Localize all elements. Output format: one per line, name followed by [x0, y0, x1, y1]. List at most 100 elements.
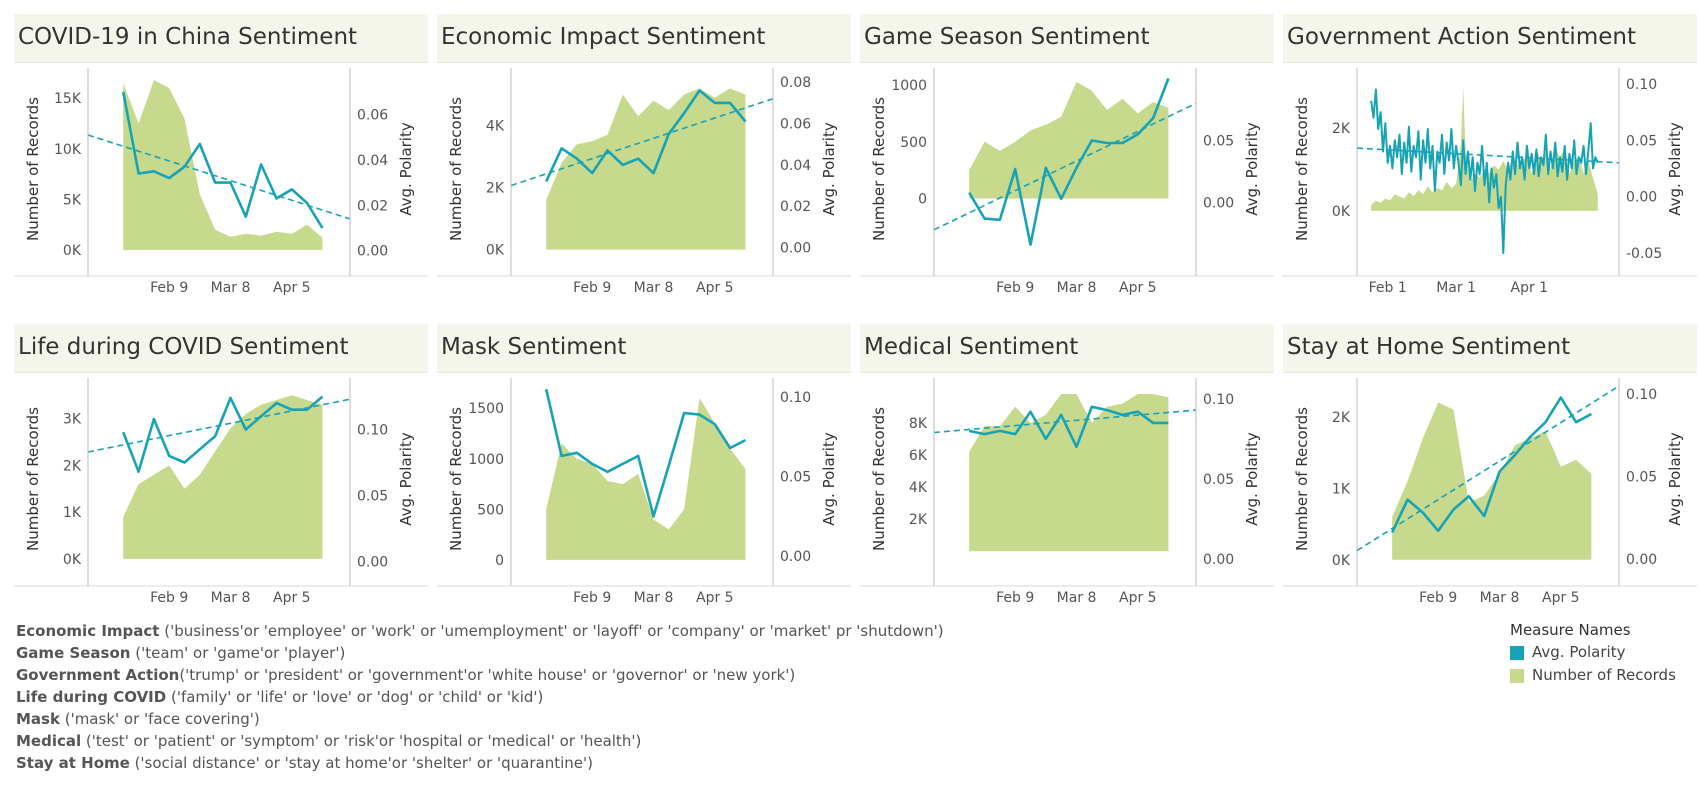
polarity-line: [1391, 396, 1593, 534]
y-tick-label: 500: [477, 502, 504, 518]
definition-terms: ('trump' or 'president' or 'government'o…: [179, 666, 796, 684]
y2-tick-label: 0.08: [780, 75, 811, 91]
definition-game-season: Game Season ('team' or 'game'or 'player'…: [16, 642, 1116, 664]
chart-title-bar: Stay at Home Sentiment: [1283, 324, 1697, 373]
definition-terms: ('mask' or 'face covering'): [59, 710, 260, 728]
y2-tick-label: 0.05: [1626, 470, 1657, 486]
polarity-line: [121, 395, 324, 473]
y-tick-label: 0K: [1332, 204, 1351, 220]
legend-label: Number of Records: [1532, 666, 1676, 684]
chart-panel: Stay at Home Sentiment 0K 1K 2K 0.00 0.05 0.10…: [1283, 324, 1697, 614]
x-tick-label: Mar 8: [634, 280, 674, 296]
chart-title-bar: Mask Sentiment: [437, 324, 851, 373]
x-tick-label: Mar 8: [211, 280, 251, 296]
y-tick-label: 1K: [63, 505, 82, 521]
y2-tick-label: 0.05: [1203, 472, 1234, 488]
y2-tick-label: 0.10: [1203, 392, 1234, 408]
y2-tick-label: 0.00: [357, 554, 388, 570]
x-tick-label: Feb 9: [1419, 590, 1457, 606]
definition-stay-at-home: Stay at Home ('social distance' or 'stay…: [16, 752, 1116, 774]
chart-title: Government Action Sentiment: [1287, 24, 1636, 50]
records-area: [1371, 86, 1598, 211]
chart-panel: Mask Sentiment 0 500 1000 1500 0.00 0.05 0.10 Fe…: [437, 324, 851, 614]
y2-tick-label: 0.04: [357, 153, 388, 169]
y2-tick-label: 0.05: [357, 489, 388, 505]
x-tick-label: Feb 9: [996, 590, 1034, 606]
y2-axis-title: Avg. Polarity: [1666, 432, 1684, 526]
legend-item-avg-polarity[interactable]: Avg. Polarity: [1510, 641, 1695, 664]
x-tick-label: Feb 9: [150, 590, 188, 606]
chart-panel: Medical Sentiment 2K 4K 6K 8K 0.00 0.05 0.10 Feb…: [860, 324, 1274, 614]
y-tick-label: 6K: [909, 448, 928, 464]
y-tick-label: 500: [900, 135, 927, 151]
category-definitions: Economic Impact ('business'or 'employee'…: [16, 620, 1116, 774]
legend-swatch: [1510, 646, 1524, 660]
chart-panel: Government Action Sentiment 0K 2K -0.05 0.00…: [1283, 14, 1697, 304]
x-tick-label: Apr 5: [273, 280, 311, 296]
y-axis-title: Number of Records: [447, 407, 465, 551]
x-tick-label: Mar 8: [1057, 280, 1097, 296]
records-area: [546, 88, 746, 250]
y-tick-label: 2K: [486, 181, 505, 197]
y-tick-label: 2K: [1332, 121, 1351, 137]
x-tick-label: Apr 5: [273, 590, 311, 606]
chart-title-bar: Life during COVID Sentiment: [14, 324, 428, 373]
x-tick-label: Feb 9: [573, 590, 611, 606]
y2-axis-title: Avg. Polarity: [397, 432, 415, 526]
y2-axis-title: Avg. Polarity: [397, 122, 415, 216]
y-axis-title: Number of Records: [870, 97, 888, 241]
y-axis-title: Number of Records: [1293, 407, 1311, 551]
y2-tick-label: 0.05: [1626, 133, 1657, 149]
polarity-trend-line: [87, 134, 351, 220]
y2-axis-title: Avg. Polarity: [820, 432, 838, 526]
chart-title: Medical Sentiment: [864, 334, 1079, 360]
y2-tick-label: 0.00: [1626, 190, 1657, 206]
y-tick-label: 0K: [63, 243, 82, 259]
polarity-trend-line: [933, 102, 1197, 231]
x-tick-label: Apr 5: [696, 280, 734, 296]
y2-tick-label: 0.10: [357, 423, 388, 439]
polarity-trend-line: [1356, 385, 1620, 552]
chart-title-bar: Game Season Sentiment: [860, 14, 1274, 63]
y-tick-label: 4K: [486, 119, 505, 135]
definition-government-action: Government Action('trump' or 'president'…: [16, 664, 1116, 686]
y-tick-label: 0K: [1332, 553, 1351, 569]
chart-title-bar: Government Action Sentiment: [1283, 14, 1697, 63]
definition-life-during-covid: Life during COVID ('family' or 'life' or…: [16, 686, 1116, 708]
y2-tick-label: 0.05: [780, 470, 811, 486]
y-tick-label: 2K: [1332, 410, 1351, 426]
y-tick-label: 5K: [63, 192, 82, 208]
chart-svg: 0K 2K 4K 0.00 0.02 0.04 0.06 0.08 Feb 9 Mar 8 Apr …: [437, 68, 851, 296]
legend-item-number-of-records[interactable]: Number of Records: [1510, 664, 1695, 687]
polarity-trend-line: [510, 97, 774, 187]
y-tick-label: 3K: [63, 412, 82, 428]
y2-tick-label: 0.00: [357, 244, 388, 260]
records-area: [1392, 402, 1592, 560]
x-tick-label: Mar 8: [634, 590, 674, 606]
records-area: [123, 80, 323, 250]
chart-title: Stay at Home Sentiment: [1287, 334, 1571, 360]
y2-tick-label: 0.02: [357, 198, 388, 214]
definition-name: Mask: [16, 710, 60, 728]
chart-panel: Game Season Sentiment 0 500 1000 0.00 0.05 Feb…: [860, 14, 1274, 304]
chart-title-bar: Economic Impact Sentiment: [437, 14, 851, 63]
chart-panel: Economic Impact Sentiment 0K 2K 4K 0.00 0.02 0…: [437, 14, 851, 304]
x-tick-label: Mar 8: [1480, 590, 1520, 606]
x-tick-label: Apr 5: [1119, 590, 1157, 606]
y2-axis-title: Avg. Polarity: [1243, 122, 1261, 216]
x-tick-label: Apr 5: [1542, 590, 1580, 606]
y-axis-title: Number of Records: [1293, 97, 1311, 241]
y-axis-title: Number of Records: [24, 407, 42, 551]
chart-panel: Life during COVID Sentiment 0K 1K 2K 3K 0.00 0…: [14, 324, 428, 614]
polarity-line: [544, 388, 746, 518]
y2-tick-label: 0.10: [1626, 77, 1657, 93]
definition-name: Life during COVID: [16, 688, 167, 706]
records-area: [969, 394, 1169, 552]
records-area: [969, 81, 1169, 199]
y2-tick-label: 0.10: [1626, 387, 1657, 403]
x-tick-label: Mar 1: [1436, 280, 1476, 296]
y2-tick-label: 0.00: [780, 549, 811, 565]
